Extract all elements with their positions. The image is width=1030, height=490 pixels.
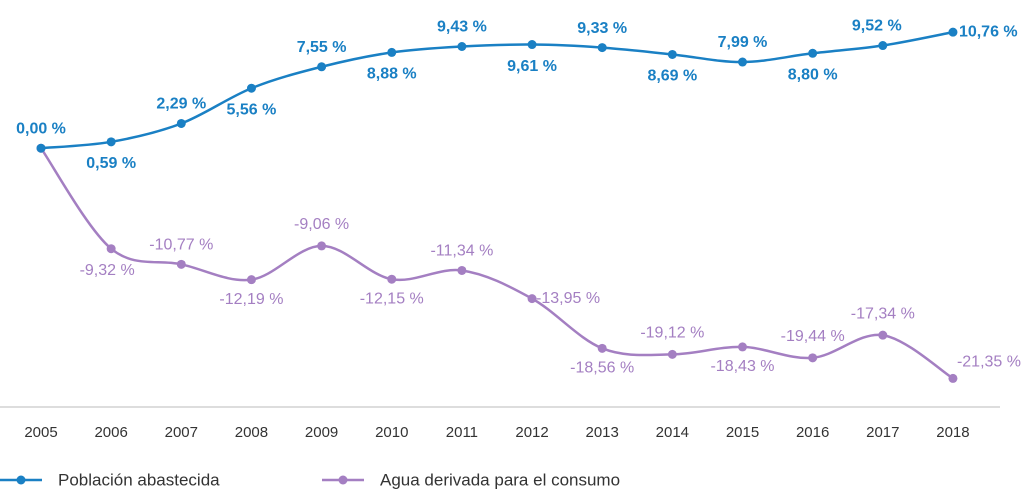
data-point (667, 349, 677, 359)
data-label: 0,59 % (86, 155, 136, 172)
data-label: -17,34 % (851, 305, 915, 322)
x-tick-label: 2005 (24, 424, 57, 441)
data-point (457, 41, 467, 51)
data-label: -19,44 % (781, 328, 845, 345)
x-tick-label: 2011 (446, 424, 478, 441)
data-label: -11,34 % (430, 243, 493, 260)
data-label: 5,56 % (227, 101, 277, 118)
data-label: 7,99 % (718, 34, 768, 51)
data-point (246, 275, 256, 285)
data-label: -21,35 % (957, 354, 1021, 371)
data-point (597, 43, 607, 53)
data-label: -18,56 % (570, 360, 634, 377)
data-label: 2,29 % (156, 96, 206, 113)
x-tick-label: 2012 (515, 424, 548, 441)
x-tick-label: 2009 (305, 424, 338, 441)
legend-label: Agua derivada para el consumo (380, 470, 620, 489)
data-label: 8,80 % (788, 67, 838, 84)
data-point (387, 47, 397, 57)
data-point (317, 241, 327, 251)
data-label: -13,95 % (536, 290, 600, 307)
data-label: 9,61 % (507, 58, 557, 75)
data-label: 0,00 % (16, 120, 66, 137)
data-label: 8,88 % (367, 66, 417, 83)
legend-label: Población abastecida (58, 470, 220, 489)
data-point (106, 244, 116, 254)
data-point (808, 353, 818, 363)
data-label: -10,77 % (149, 237, 213, 254)
data-label: 10,76 % (959, 23, 1018, 40)
data-label: 7,55 % (297, 39, 347, 56)
data-label: 9,52 % (852, 18, 902, 35)
data-point (317, 62, 327, 72)
x-tick-label: 2018 (936, 424, 969, 441)
data-point (36, 143, 46, 153)
x-tick-label: 2008 (235, 424, 268, 441)
data-point (527, 40, 537, 50)
data-label: -18,43 % (710, 358, 774, 375)
data-label: -12,15 % (360, 290, 424, 307)
data-label: 9,43 % (437, 19, 487, 36)
data-point (597, 343, 607, 353)
x-tick-label: 2016 (796, 424, 829, 441)
x-tick-label: 2007 (165, 424, 198, 441)
data-point (948, 27, 958, 37)
data-label: -19,12 % (640, 325, 704, 342)
series-line (40, 30, 954, 150)
data-label: 9,33 % (577, 20, 627, 37)
data-point (738, 57, 747, 67)
data-label: 8,69 % (647, 68, 697, 85)
data-point (878, 41, 888, 51)
x-tick-label: 2010 (375, 424, 408, 441)
data-point (878, 330, 888, 340)
data-label: -12,19 % (219, 291, 283, 308)
data-point (738, 342, 747, 352)
x-tick-label: 2015 (726, 424, 759, 441)
data-point (527, 294, 537, 304)
data-label: -9,06 % (294, 216, 349, 233)
data-label: -9,32 % (80, 262, 135, 279)
x-tick-label: 2006 (94, 424, 127, 441)
x-tick-label: 2013 (586, 424, 619, 441)
legend-marker (338, 475, 348, 485)
legend-marker (16, 475, 26, 485)
x-tick-label: 2014 (656, 424, 689, 441)
data-point (457, 265, 467, 275)
data-point (106, 137, 116, 147)
data-point (667, 49, 677, 59)
data-point (176, 118, 186, 128)
data-point (948, 373, 958, 383)
data-point (176, 259, 186, 269)
data-point (387, 274, 397, 284)
data-point (246, 83, 256, 93)
x-tick-label: 2017 (866, 424, 899, 441)
data-point (808, 48, 818, 58)
